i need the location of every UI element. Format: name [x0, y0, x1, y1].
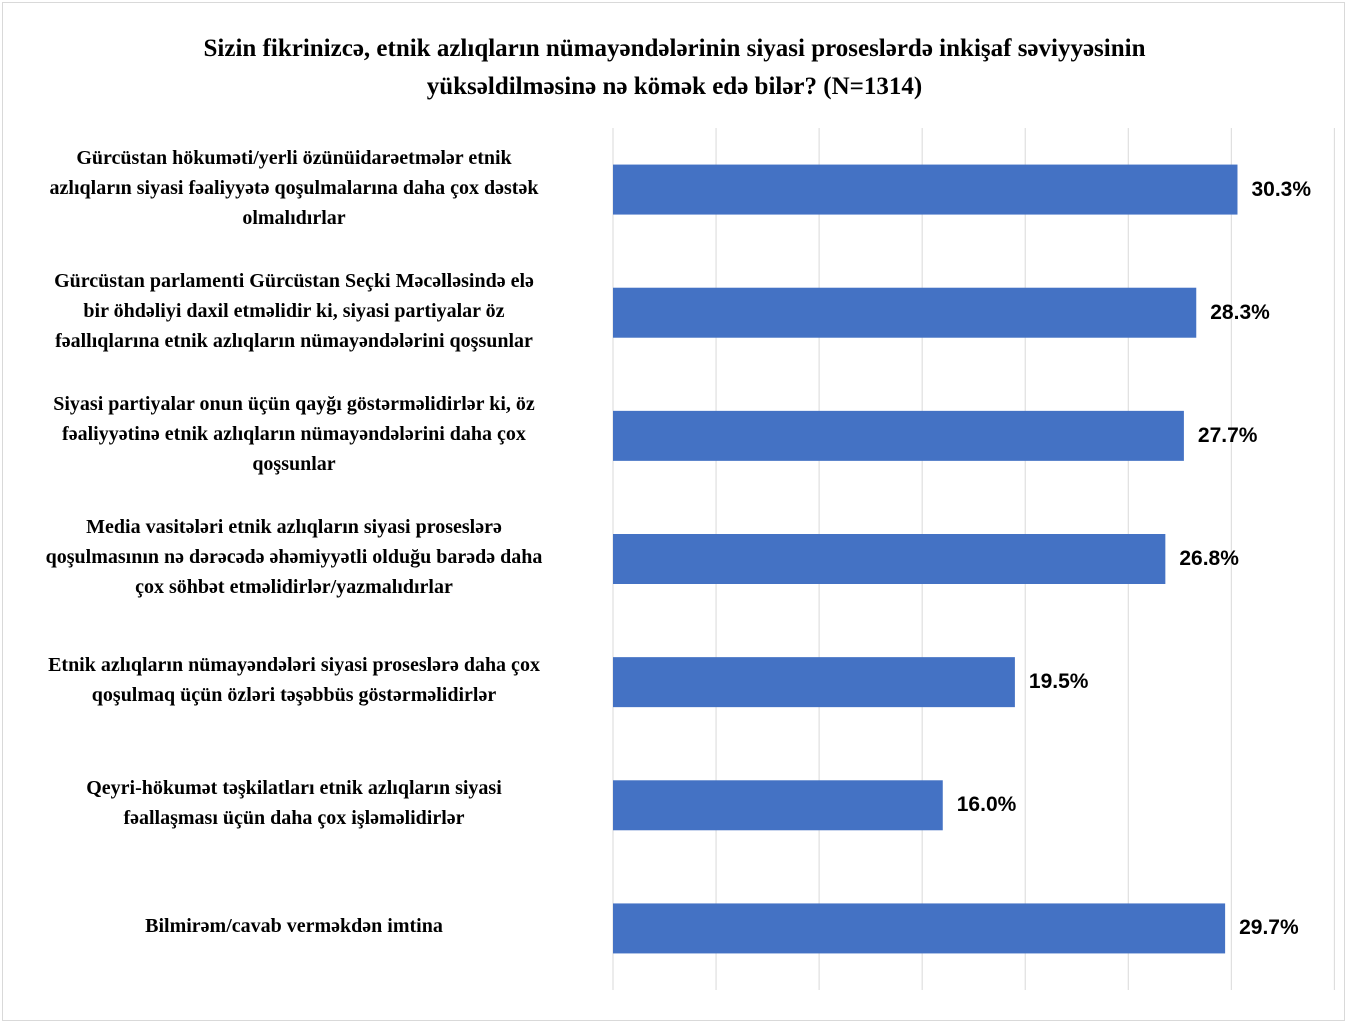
data-label: 16.0% — [956, 793, 1017, 817]
bar — [613, 410, 1184, 461]
category-label: Siyasi partiyalar onun üçün qayğı göstər… — [0, 389, 588, 479]
category-label-line: Gürcüstan hökuməti/yerli özünüidarəetməl… — [76, 146, 512, 169]
category-label: Etnik azlıqların nümayəndələri siyasi pr… — [0, 650, 588, 710]
category-label: Gürcüstan parlamenti Gürcüstan Seçki Məc… — [0, 266, 588, 356]
category-label-line: qoşulmasının nə dərəcədə əhəmiyyətli old… — [45, 546, 543, 568]
category-label-line: qoşsunlar — [252, 452, 336, 475]
category-label-line: azlıqların siyasi fəaliyyətə qoşulmaları… — [49, 176, 539, 199]
data-label: 30.3% — [1251, 177, 1312, 201]
chart-title-line-2: yüksəldilməsinə nə kömək edə bilər? (N=1… — [426, 73, 923, 100]
category-label: Qeyri-hökumət təşkilatları etnik azlıqla… — [0, 773, 588, 833]
category-label: Gürcüstan hökuməti/yerli özünüidarəetməl… — [0, 143, 588, 233]
data-label: 29.7% — [1239, 916, 1299, 940]
category-label: Bilmirəm/cavab verməkdən imtina — [0, 911, 588, 941]
data-label: 19.5% — [1028, 670, 1089, 694]
bar — [613, 287, 1197, 338]
chart-title-line-1: Sizin fikrinizcə, etnik azlıqların nümay… — [203, 35, 1146, 62]
category-label-line: bir öhdəliyi daxil etməlidir ki, siyasi … — [83, 299, 505, 322]
bar — [613, 534, 1166, 584]
category-label-line: olmalıdırlar — [242, 206, 346, 229]
category-label-line: Bilmirəm/cavab verməkdən imtina — [145, 915, 443, 938]
data-label: 27.7% — [1197, 423, 1258, 447]
bar — [613, 164, 1238, 215]
bar — [613, 657, 1015, 708]
category-label: Media vasitələri etnik azlıqların siyasi… — [0, 512, 588, 602]
bar — [613, 903, 1226, 954]
bar — [613, 780, 943, 831]
category-label-line: fəallaşması üçün daha çox işləməlidirlər — [123, 807, 465, 830]
data-label: 28.3% — [1210, 300, 1270, 324]
chart-title: Sizin fikrinizcə, etnik azlıqların nümay… — [0, 30, 1349, 106]
category-label-line: fəaliyyətinə etnik azlıqların nümayəndəl… — [62, 422, 526, 445]
category-label-line: Etnik azlıqların nümayəndələri siyasi pr… — [48, 654, 540, 677]
data-label: 26.8% — [1179, 547, 1239, 570]
category-label-line: fəallıqlarına etnik azlıqların nümayəndə… — [55, 329, 533, 352]
category-label-line: Qeyri-hökumət təşkilatları etnik azlıqla… — [86, 777, 502, 800]
category-label-line: qoşulmaq üçün özləri təşəbbüs göstərməli… — [91, 684, 497, 707]
category-label-line: Gürcüstan parlamenti Gürcüstan Seçki Məc… — [54, 269, 534, 292]
category-label-line: Media vasitələri etnik azlıqların siyasi… — [86, 516, 502, 538]
category-label-line: çox söhbət etməlidirlər/yazmalıdırlar — [135, 576, 453, 598]
category-label-line: Siyasi partiyalar onun üçün qayğı göstər… — [53, 392, 535, 415]
